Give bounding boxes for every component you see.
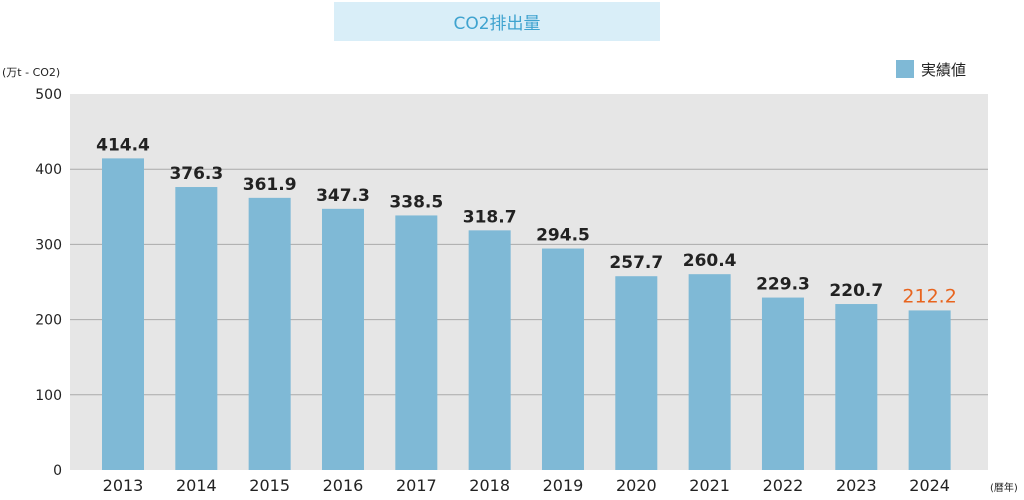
value-label-2019: 294.5 (536, 226, 590, 246)
x-tick-label-2024: 2024 (909, 476, 950, 495)
x-tick-label-2016: 2016 (323, 476, 364, 495)
x-tick-label-2020: 2020 (616, 476, 657, 495)
x-axis-label: (暦年) (990, 481, 1018, 494)
x-tick-label-2015: 2015 (249, 476, 290, 495)
chart-title: CO2排出量 (453, 14, 541, 34)
value-label-2018: 318.7 (463, 207, 517, 227)
bar-2020 (615, 276, 658, 470)
y-tick-label: 300 (35, 237, 62, 253)
x-tick-label-2017: 2017 (396, 476, 437, 495)
y-tick-label: 400 (35, 162, 62, 178)
value-label-2023: 220.7 (829, 281, 883, 301)
bar-2014 (175, 187, 218, 470)
x-tick-label-2014: 2014 (176, 476, 217, 495)
bar-2018 (468, 230, 511, 470)
bar-2021 (688, 274, 731, 470)
y-tick-label: 0 (53, 463, 62, 479)
x-tick-label-2021: 2021 (689, 476, 730, 495)
value-label-2015: 361.9 (243, 175, 297, 195)
value-label-2017: 338.5 (389, 192, 443, 212)
bar-2013 (102, 158, 144, 470)
bar-2019 (541, 248, 584, 470)
value-label-2024: 212.2 (902, 285, 956, 307)
bar-2022 (761, 297, 804, 470)
y-axis-label: (万t - CO2) (2, 66, 60, 79)
plot-background (70, 94, 988, 470)
bar-2015 (248, 197, 291, 470)
x-tick-label-2022: 2022 (763, 476, 804, 495)
value-label-2014: 376.3 (169, 164, 223, 184)
x-tick-label-2013: 2013 (103, 476, 144, 495)
y-tick-label: 500 (35, 87, 62, 103)
x-tick-label-2019: 2019 (543, 476, 584, 495)
bar-2024 (908, 310, 951, 470)
x-tick-label-2018: 2018 (469, 476, 510, 495)
value-label-2021: 260.4 (683, 251, 737, 271)
y-tick-label: 200 (35, 313, 62, 329)
legend-swatch (896, 60, 914, 78)
value-label-2016: 347.3 (316, 186, 370, 206)
legend-label: 実績値 (921, 61, 966, 79)
bar-2023 (835, 304, 878, 470)
bar-2016 (321, 208, 364, 471)
value-label-2013: 414.4 (96, 135, 150, 155)
x-tick-label-2023: 2023 (836, 476, 877, 495)
chart-title-box: CO2排出量 (334, 2, 660, 41)
bar-2017 (395, 215, 438, 470)
y-tick-label: 100 (35, 388, 62, 404)
value-label-2020: 257.7 (609, 253, 663, 273)
value-label-2022: 229.3 (756, 275, 810, 295)
